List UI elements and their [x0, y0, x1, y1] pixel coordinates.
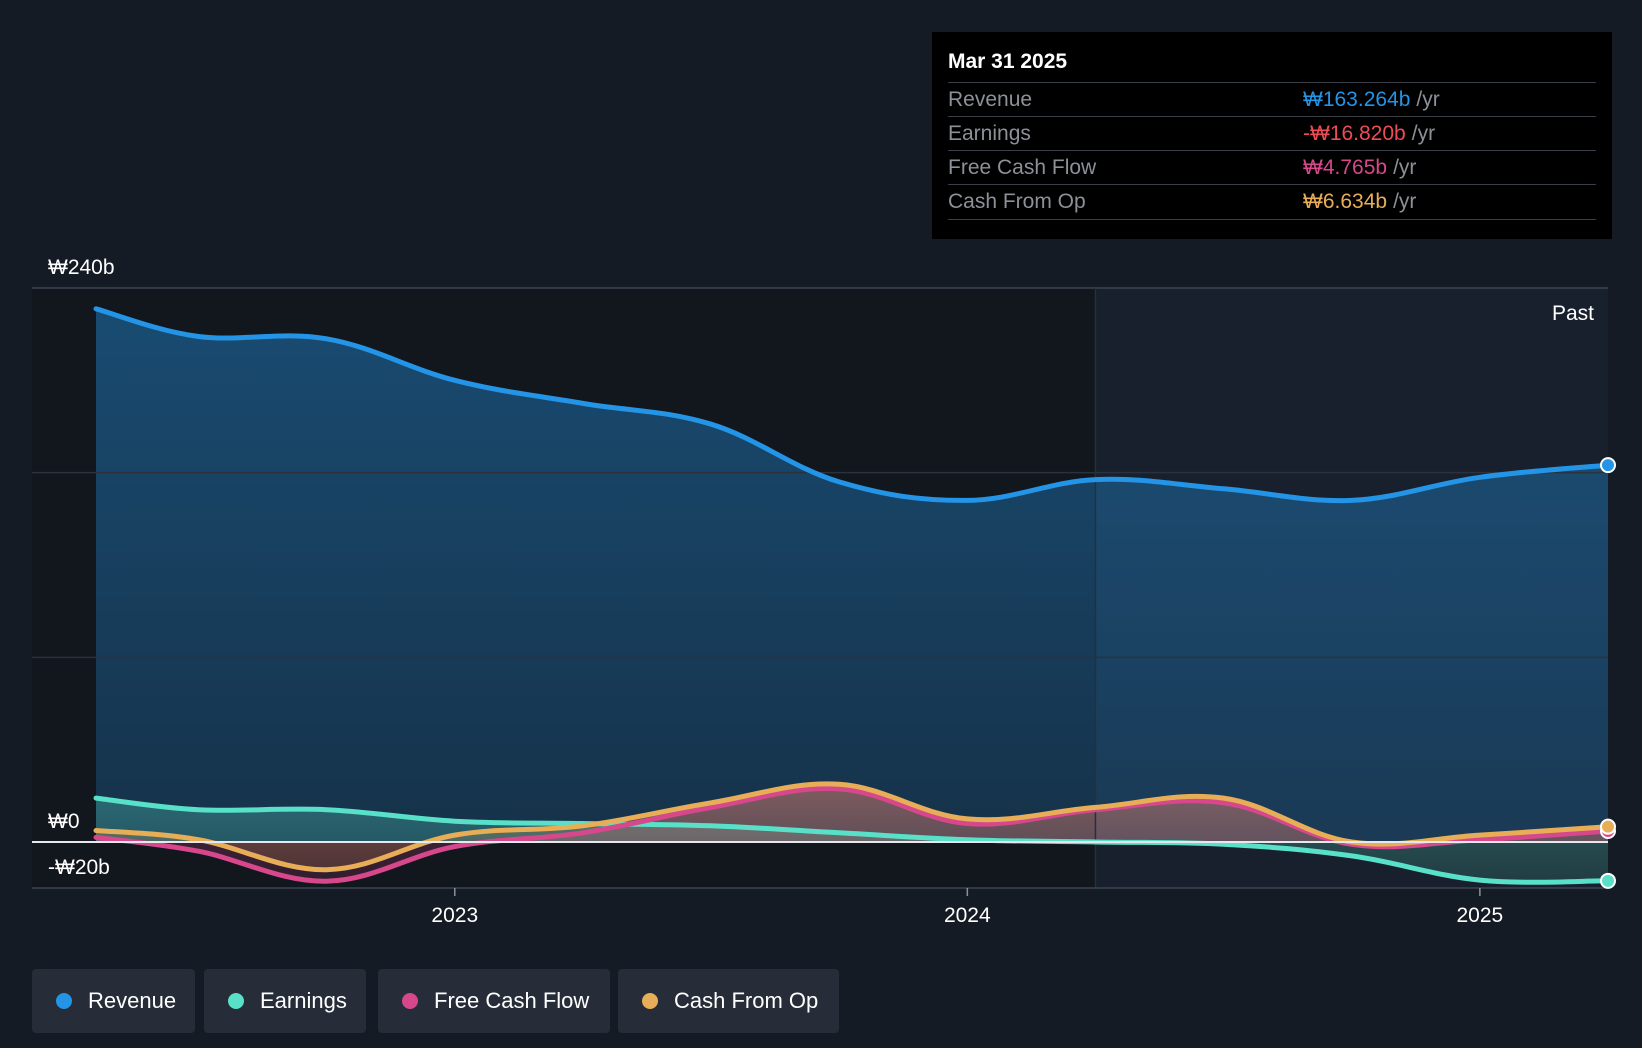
y-tick-label: ₩0 [48, 810, 80, 833]
tooltip-label: Cash From Op [948, 190, 1086, 213]
earnings-line [93, 795, 1611, 885]
tooltip-unit: /yr [1411, 122, 1436, 145]
series-fills [32, 288, 1608, 888]
tooltip-unit: /yr [1393, 190, 1417, 213]
tooltip-label: Revenue [948, 88, 1033, 111]
revenue-line [93, 306, 1611, 504]
tooltip-row-earnings: Earnings -₩16.820b/yr [948, 116, 1596, 151]
cash-from-op-end-point [1600, 818, 1616, 835]
x-tick-label: 2024 [944, 904, 991, 927]
tooltip-row-free-cash-flow: Free Cash Flow ₩4.765b/yr [948, 150, 1596, 185]
series-lines [32, 306, 1616, 889]
tooltip-row-revenue: Revenue ₩163.264b/yr [948, 82, 1596, 117]
tooltip-label: Earnings [948, 122, 1031, 145]
tooltip-unit: /yr [1416, 88, 1440, 111]
x-tick-label: 2023 [431, 904, 478, 927]
gridlines [32, 287, 1608, 896]
tooltip: Mar 31 2025 Revenue ₩163.264b/yr Earning… [932, 32, 1612, 239]
tooltip-label: Free Cash Flow [948, 156, 1097, 179]
legend-dot-icon [402, 993, 418, 1009]
legend-item-earnings[interactable]: Earnings [204, 969, 366, 1033]
legend-item-revenue[interactable]: Revenue [32, 969, 195, 1033]
legend-label: Earnings [260, 988, 347, 1013]
y-tick-label: -₩20b [48, 856, 110, 879]
period-label: Past [1552, 302, 1594, 325]
legend-label: Free Cash Flow [434, 988, 590, 1013]
tooltip-row-cash-from-op: Cash From Op ₩6.634b/yr [948, 184, 1596, 220]
revenue-area [96, 308, 1608, 842]
legend-item-cash-from-op[interactable]: Cash From Op [618, 969, 839, 1033]
revenue-end-point [1600, 457, 1616, 474]
legend-dot-icon [56, 993, 72, 1009]
legend-label: Revenue [88, 988, 177, 1013]
tooltip-value: ₩163.264b [1303, 88, 1411, 111]
legend-dot-icon [642, 993, 658, 1009]
tooltip-unit: /yr [1393, 156, 1417, 179]
earnings-end-point [1600, 872, 1616, 889]
x-tick-label: 2025 [1457, 904, 1504, 927]
legend-item-free-cash-flow[interactable]: Free Cash Flow [378, 969, 610, 1033]
legend-label: Cash From Op [674, 988, 819, 1013]
legend-dot-icon [228, 993, 244, 1009]
axis-labels: ₩240b ₩0 -₩20b 2023 2024 2025 Past [48, 256, 1594, 927]
tooltip-date: Mar 31 2025 [948, 50, 1068, 73]
tooltip-value: ₩4.765b [1303, 156, 1388, 179]
tooltip-value: -₩16.820b [1303, 122, 1406, 145]
y-tick-label: ₩240b [48, 256, 115, 279]
tooltip-value: ₩6.634b [1303, 190, 1388, 213]
